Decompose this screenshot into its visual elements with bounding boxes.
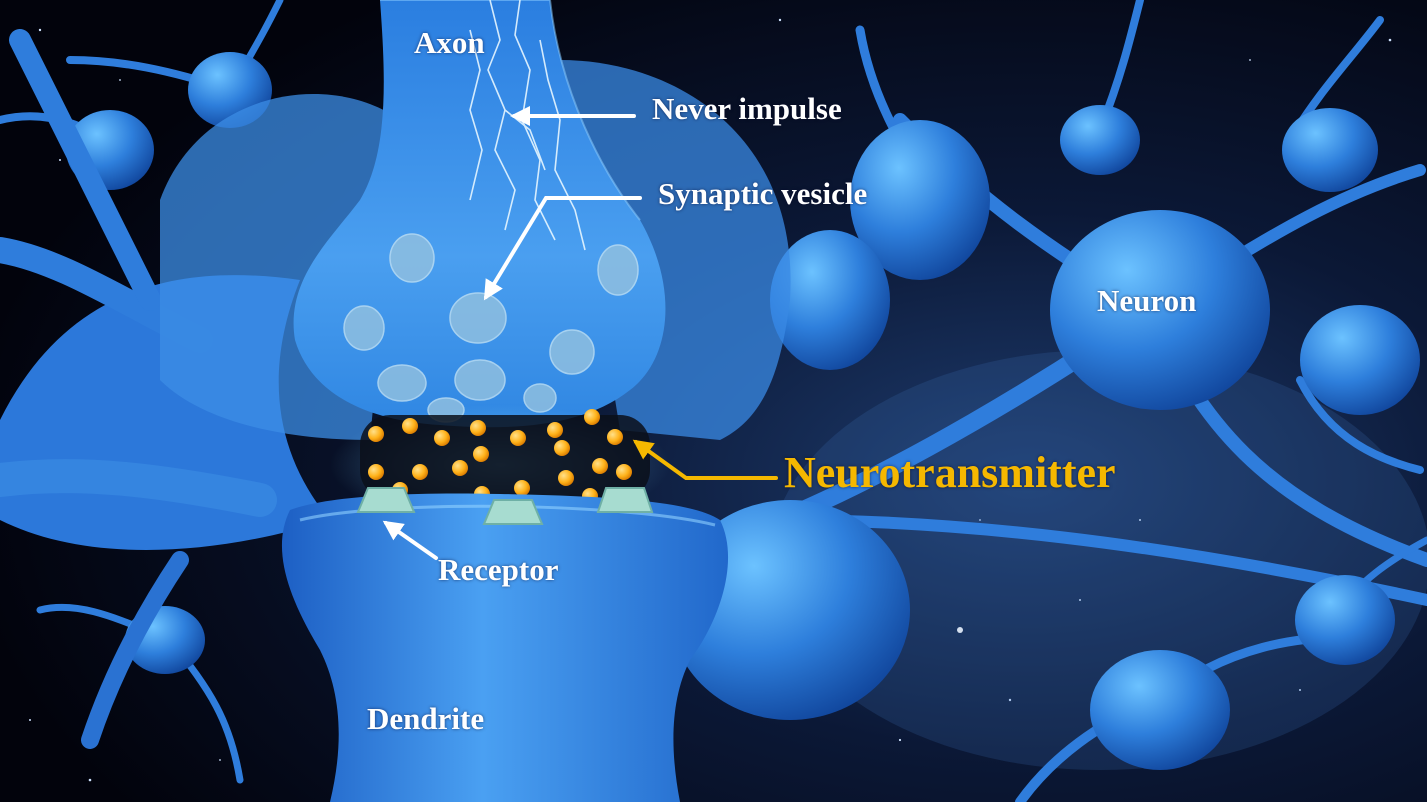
dendrite-label: Dendrite [367, 701, 485, 736]
neuron-label: Neuron [1097, 283, 1197, 318]
background-neuron-bodies [66, 52, 1420, 770]
neurotransmitter-arrow [632, 439, 778, 480]
synaptic-vesicle-arrow [483, 196, 642, 301]
nebula-glow [770, 350, 1427, 770]
neurotransmitter-label: Neurotransmitter [784, 448, 1116, 497]
nerve-impulse-label: Never impulse [652, 91, 842, 126]
synaptic-cleft [360, 415, 650, 500]
axon-label: Axon [414, 25, 485, 60]
receptors [356, 487, 654, 525]
receptor-arrow [382, 520, 438, 560]
neurotransmitter-dots [368, 409, 632, 504]
dendrite-body [281, 493, 729, 802]
annotation-arrows [382, 106, 778, 560]
synaptic-vesicle-label: Synaptic vesicle [658, 176, 868, 211]
receptor-label: Receptor [438, 552, 559, 587]
